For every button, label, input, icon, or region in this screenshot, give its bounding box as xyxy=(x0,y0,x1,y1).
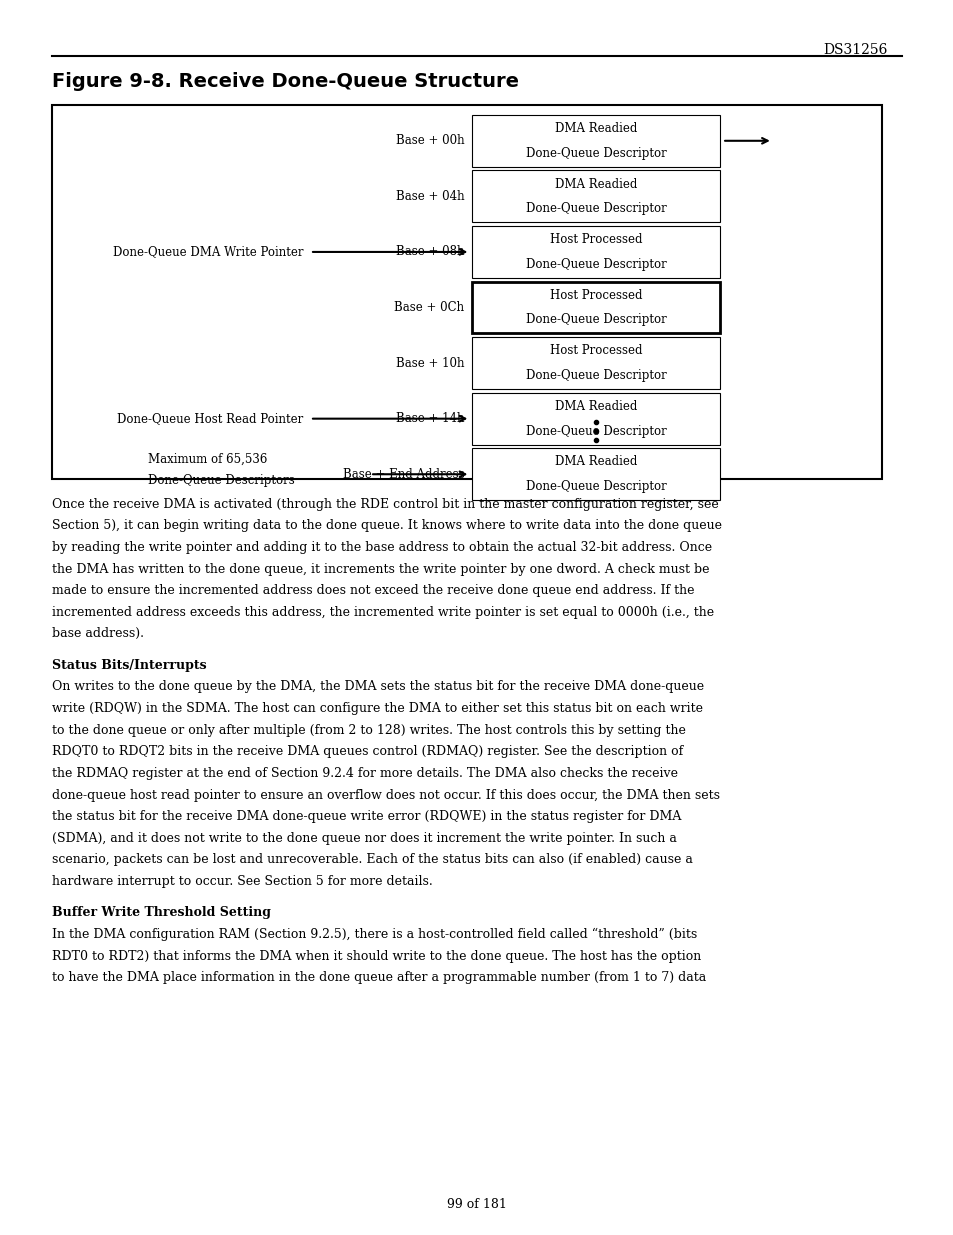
Text: write (RDQW) in the SDMA. The host can configure the DMA to either set this stat: write (RDQW) in the SDMA. The host can c… xyxy=(52,701,702,715)
Text: Base + 08h: Base + 08h xyxy=(395,246,464,258)
Text: hardware interrupt to occur. See Section 5 for more details.: hardware interrupt to occur. See Section… xyxy=(52,874,433,888)
Text: Maximum of 65,536: Maximum of 65,536 xyxy=(148,453,267,466)
Text: Base + 04h: Base + 04h xyxy=(395,190,464,203)
Text: Buffer Write Threshold Setting: Buffer Write Threshold Setting xyxy=(52,906,272,920)
Bar xyxy=(472,393,720,445)
Text: Done-Queue Descriptors: Done-Queue Descriptors xyxy=(148,474,294,487)
Text: Done-Queue Host Read Pointer: Done-Queue Host Read Pointer xyxy=(117,412,303,425)
Text: Done-Queue DMA Write Pointer: Done-Queue DMA Write Pointer xyxy=(112,246,303,258)
Text: by reading the write pointer and adding it to the base address to obtain the act: by reading the write pointer and adding … xyxy=(52,541,712,555)
Bar xyxy=(52,105,882,479)
Bar xyxy=(472,337,720,389)
Text: Done-Queue Descriptor: Done-Queue Descriptor xyxy=(525,258,666,270)
Text: On writes to the done queue by the DMA, the DMA sets the status bit for the rece: On writes to the done queue by the DMA, … xyxy=(52,680,704,694)
Text: done-queue host read pointer to ensure an overflow does not occur. If this does : done-queue host read pointer to ensure a… xyxy=(52,788,720,802)
Text: Host Processed: Host Processed xyxy=(550,289,641,301)
Text: Done-Queue Descriptor: Done-Queue Descriptor xyxy=(525,480,666,493)
Bar xyxy=(472,115,720,167)
Bar xyxy=(472,226,720,278)
Text: DMA Readied: DMA Readied xyxy=(555,400,637,412)
Text: DMA Readied: DMA Readied xyxy=(555,456,637,468)
Text: Status Bits/Interrupts: Status Bits/Interrupts xyxy=(52,658,207,672)
Text: Base + 10h: Base + 10h xyxy=(395,357,464,369)
Text: DMA Readied: DMA Readied xyxy=(555,122,637,135)
Text: the DMA has written to the done queue, it increments the write pointer by one dw: the DMA has written to the done queue, i… xyxy=(52,562,709,576)
Text: to the done queue or only after multiple (from 2 to 128) writes. The host contro: to the done queue or only after multiple… xyxy=(52,724,685,737)
Text: Once the receive DMA is activated (through the RDE control bit in the master con: Once the receive DMA is activated (throu… xyxy=(52,498,719,511)
Text: DMA Readied: DMA Readied xyxy=(555,178,637,190)
Text: Done-Queue Descriptor: Done-Queue Descriptor xyxy=(525,203,666,215)
Text: the RDMAQ register at the end of Section 9.2.4 for more details. The DMA also ch: the RDMAQ register at the end of Section… xyxy=(52,767,678,781)
Text: scenario, packets can be lost and unrecoverable. Each of the status bits can als: scenario, packets can be lost and unreco… xyxy=(52,853,693,867)
Text: Done-Queue Descriptor: Done-Queue Descriptor xyxy=(525,425,666,437)
Text: (SDMA), and it does not write to the done queue nor does it increment the write : (SDMA), and it does not write to the don… xyxy=(52,832,677,845)
Text: incremented address exceeds this address, the incremented write pointer is set e: incremented address exceeds this address… xyxy=(52,605,714,619)
Bar xyxy=(472,448,720,500)
Text: Done-Queue Descriptor: Done-Queue Descriptor xyxy=(525,369,666,382)
Text: Base + 14h: Base + 14h xyxy=(395,412,464,425)
Bar xyxy=(472,170,720,222)
Text: made to ensure the incremented address does not exceed the receive done queue en: made to ensure the incremented address d… xyxy=(52,584,694,598)
Text: 99 of 181: 99 of 181 xyxy=(447,1198,506,1210)
Text: Figure 9-8. Receive Done-Queue Structure: Figure 9-8. Receive Done-Queue Structure xyxy=(52,72,519,90)
Text: Base + 00h: Base + 00h xyxy=(395,135,464,147)
Text: Done-Queue Descriptor: Done-Queue Descriptor xyxy=(525,147,666,159)
Text: the status bit for the receive DMA done-queue write error (RDQWE) in the status : the status bit for the receive DMA done-… xyxy=(52,810,681,824)
Text: base address).: base address). xyxy=(52,627,144,641)
Text: Host Processed: Host Processed xyxy=(550,345,641,357)
Text: In the DMA configuration RAM (Section 9.2.5), there is a host-controlled field c: In the DMA configuration RAM (Section 9.… xyxy=(52,929,697,941)
Text: Section 5), it can begin writing data to the done queue. It knows where to write: Section 5), it can begin writing data to… xyxy=(52,519,721,532)
Text: RDT0 to RDT2) that informs the DMA when it should write to the done queue. The h: RDT0 to RDT2) that informs the DMA when … xyxy=(52,950,701,963)
Bar xyxy=(472,282,720,333)
Text: Base + 0Ch: Base + 0Ch xyxy=(394,301,464,314)
Text: Host Processed: Host Processed xyxy=(550,233,641,246)
Text: DS31256: DS31256 xyxy=(822,43,886,57)
Text: Done-Queue Descriptor: Done-Queue Descriptor xyxy=(525,314,666,326)
Text: RDQT0 to RDQT2 bits in the receive DMA queues control (RDMAQ) register. See the : RDQT0 to RDQT2 bits in the receive DMA q… xyxy=(52,745,683,758)
Text: to have the DMA place information in the done queue after a programmable number : to have the DMA place information in the… xyxy=(52,972,706,984)
Text: Base + End Address: Base + End Address xyxy=(343,468,464,480)
